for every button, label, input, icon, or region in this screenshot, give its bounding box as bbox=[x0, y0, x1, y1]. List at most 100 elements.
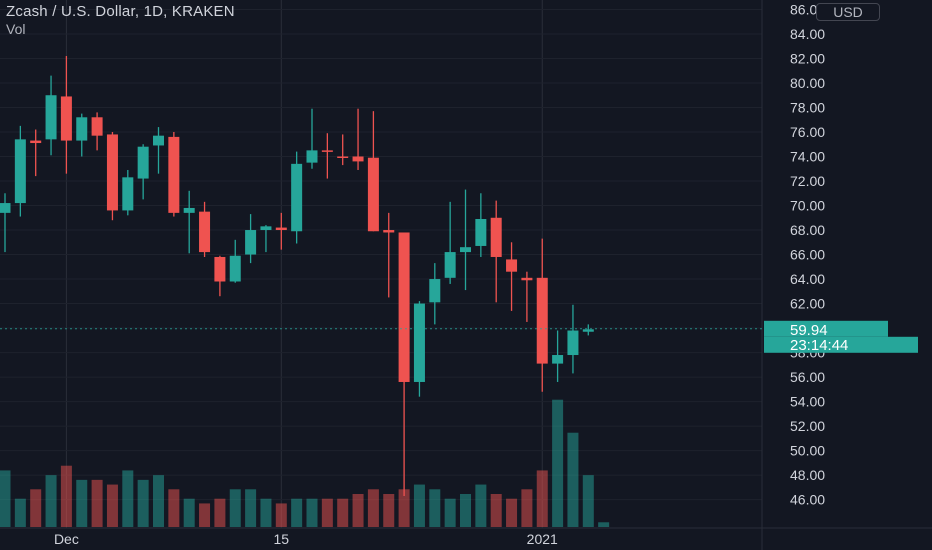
volume-bar bbox=[137, 479, 149, 527]
volume-bar bbox=[352, 494, 364, 527]
volume-bar bbox=[490, 494, 502, 527]
candle-body bbox=[413, 303, 425, 382]
volume-bar bbox=[153, 475, 164, 527]
volume-bar bbox=[30, 489, 42, 527]
x-tick-label: 15 bbox=[274, 531, 290, 547]
volume-bar bbox=[506, 498, 518, 527]
candle-body bbox=[122, 177, 134, 211]
volume-bar bbox=[413, 484, 425, 527]
volume-bar bbox=[199, 503, 211, 527]
volume-bar bbox=[306, 498, 318, 527]
candle-body bbox=[168, 136, 180, 213]
candle-body bbox=[214, 256, 226, 282]
volume-bar bbox=[183, 498, 195, 527]
x-tick-label: 2021 bbox=[527, 531, 558, 547]
candle-body bbox=[153, 135, 164, 146]
y-tick-label: 66.00 bbox=[790, 247, 825, 263]
volume-bar bbox=[122, 470, 134, 527]
volume-bar bbox=[260, 498, 272, 527]
volume-bar bbox=[337, 498, 349, 527]
y-tick-label: 56.00 bbox=[790, 369, 825, 385]
candle-body bbox=[337, 156, 349, 159]
candle-body bbox=[291, 163, 303, 232]
candle-body bbox=[106, 134, 118, 211]
candle-body bbox=[45, 95, 57, 140]
candle-body bbox=[91, 117, 103, 136]
y-tick-label: 82.00 bbox=[790, 50, 825, 66]
price-axis[interactable]: 46.0048.0050.0052.0054.0056.0058.0060.00… bbox=[761, 0, 825, 550]
candle-body bbox=[444, 252, 456, 278]
volume-bar bbox=[91, 479, 103, 527]
y-tick-label: 68.00 bbox=[790, 222, 825, 238]
candle-body bbox=[352, 156, 364, 162]
grid-lines bbox=[0, 0, 762, 528]
candle-body bbox=[60, 96, 72, 141]
y-tick-label: 74.00 bbox=[790, 149, 825, 165]
volume-bar bbox=[291, 498, 303, 527]
candle-body bbox=[321, 150, 333, 152]
volume-bar bbox=[45, 475, 57, 527]
volume-bar bbox=[460, 494, 471, 527]
y-tick-label: 64.00 bbox=[790, 271, 825, 287]
time-axis[interactable]: Dec 15 2021 bbox=[0, 527, 932, 547]
volume-bar bbox=[106, 484, 118, 527]
volume-bar bbox=[229, 489, 241, 527]
volume-bar bbox=[475, 484, 487, 527]
volume-bar bbox=[367, 489, 379, 527]
candle-body bbox=[229, 255, 241, 282]
volume-bar bbox=[429, 489, 441, 527]
candle-body bbox=[582, 329, 594, 332]
y-tick-label: 78.00 bbox=[790, 99, 825, 115]
candle-body bbox=[506, 259, 518, 272]
volume-bars bbox=[0, 399, 610, 527]
candle-body bbox=[245, 230, 257, 255]
last-price-value: 59.94 bbox=[790, 322, 828, 339]
x-tick-label: Dec bbox=[54, 531, 79, 547]
y-tick-label: 72.00 bbox=[790, 173, 825, 189]
volume-bar bbox=[383, 494, 395, 527]
candle-body bbox=[383, 230, 395, 233]
y-tick-label: 62.00 bbox=[790, 296, 825, 312]
candle-body bbox=[76, 117, 88, 141]
candle-body bbox=[429, 279, 441, 303]
countdown-box bbox=[764, 336, 918, 353]
y-tick-label: 70.00 bbox=[790, 198, 825, 214]
volume-bar bbox=[598, 522, 610, 527]
y-tick-label: 54.00 bbox=[790, 394, 825, 410]
volume-bar bbox=[275, 503, 287, 527]
volume-bar bbox=[168, 489, 180, 527]
volume-bar bbox=[214, 498, 226, 527]
volume-indicator-label[interactable]: Vol bbox=[6, 21, 26, 37]
candle-body bbox=[14, 139, 26, 204]
volume-bar bbox=[444, 498, 456, 527]
candle-body bbox=[0, 203, 11, 213]
candle-body bbox=[137, 146, 149, 179]
volume-bar bbox=[552, 399, 564, 527]
y-tick-label: 76.00 bbox=[790, 124, 825, 140]
candle-body bbox=[260, 226, 272, 231]
candle-body bbox=[183, 207, 195, 213]
last-price-box bbox=[764, 320, 888, 337]
candle-body bbox=[199, 211, 211, 253]
candle-body bbox=[367, 157, 379, 232]
volume-bar bbox=[536, 470, 548, 527]
volume-bar bbox=[0, 470, 11, 527]
volume-bar bbox=[245, 489, 257, 527]
bar-countdown: 23:14:44 bbox=[790, 337, 848, 354]
candle-body bbox=[521, 277, 533, 281]
price-candles bbox=[0, 56, 594, 496]
volume-bar bbox=[76, 479, 88, 527]
candle-body bbox=[30, 140, 42, 144]
volume-bar bbox=[398, 489, 410, 527]
candle-body bbox=[460, 247, 471, 253]
candle-body bbox=[275, 227, 287, 231]
currency-selector[interactable]: USD bbox=[816, 3, 880, 21]
volume-bar bbox=[521, 489, 533, 527]
y-tick-label: 84.00 bbox=[790, 26, 825, 42]
volume-bar bbox=[321, 498, 333, 527]
y-tick-label: 46.00 bbox=[790, 492, 825, 508]
candle-body bbox=[475, 218, 487, 246]
candle-body bbox=[536, 277, 548, 364]
